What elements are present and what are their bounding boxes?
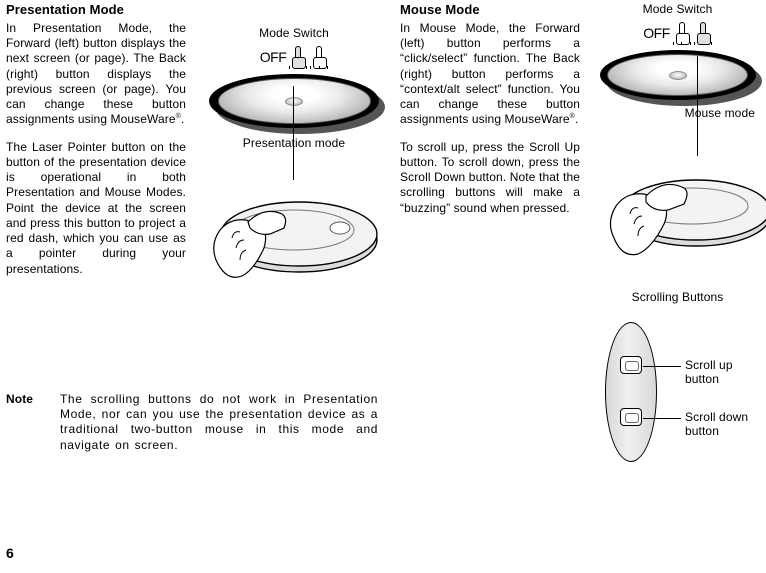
mouse-heading: Mouse Mode <box>400 2 580 17</box>
page-number: 6 <box>6 545 14 561</box>
mouse-p1b: . <box>575 112 578 126</box>
scroll-up-button-icon <box>620 356 642 374</box>
hand-holding-device-illustration <box>596 142 766 272</box>
presentation-p2: The Laser Pointer button on the button o… <box>6 140 186 277</box>
switch-pos-mouse-icon <box>694 22 712 44</box>
mode-switch-label-right: Mode Switch <box>643 2 713 16</box>
leader-line <box>643 418 681 419</box>
presentation-p1-end: . <box>181 112 184 126</box>
mouse-p1a: In Mouse Mode, the Forward (left) button… <box>400 21 580 126</box>
device-top-view <box>600 50 756 100</box>
note-label: Note <box>6 392 50 406</box>
scrolling-buttons-title: Scrolling Buttons <box>632 290 724 304</box>
mouse-mode-caption: Mouse mode <box>596 106 759 120</box>
leader-line <box>643 366 681 367</box>
presentation-p1: In Presentation Mode, the Forward (left)… <box>6 21 186 128</box>
note-block: Note The scrolling buttons do not work i… <box>6 392 378 453</box>
switch-pos-mouse-icon <box>310 46 328 68</box>
scrolling-buttons-diagram: Scroll up button Scroll down button <box>595 316 760 476</box>
device-top-view <box>209 74 379 128</box>
mode-switch-icon-mouse: OFF <box>643 22 712 44</box>
hand-holding-device-illustration <box>204 170 384 300</box>
mode-switch-label-left: Mode Switch <box>204 26 384 40</box>
leader-line <box>293 86 294 180</box>
presentation-heading: Presentation Mode <box>6 2 186 17</box>
presentation-mode-caption: Presentation mode <box>204 136 384 150</box>
presentation-p1-text: In Presentation Mode, the Forward (left)… <box>6 21 186 126</box>
device-underside <box>605 322 657 462</box>
mouse-p1: In Mouse Mode, the Forward (left) button… <box>400 21 580 128</box>
switch-pos-presentation-icon <box>673 22 691 44</box>
leader-line <box>697 56 698 156</box>
mode-switch-icon-presentation: OFF <box>260 46 329 68</box>
switch-pos-presentation-icon <box>289 46 307 68</box>
scroll-up-label: Scroll up button <box>685 358 765 387</box>
scroll-down-button-icon <box>620 408 642 426</box>
off-text: OFF <box>260 49 287 65</box>
note-body: The scrolling buttons do not work in Pre… <box>60 392 378 453</box>
mouse-p2: To scroll up, press the Scroll Up button… <box>400 140 580 216</box>
scroll-down-label: Scroll down button <box>685 410 765 439</box>
off-text: OFF <box>643 25 670 41</box>
